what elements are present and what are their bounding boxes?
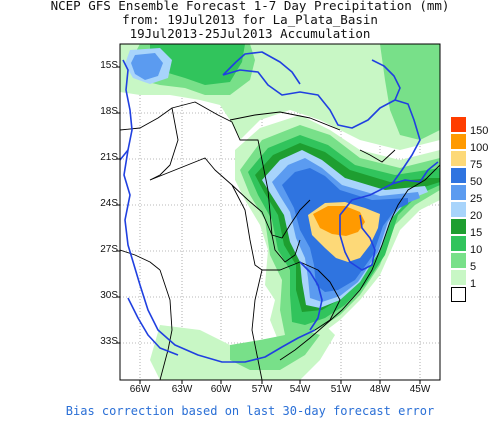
legend-label-150: 150 [470,125,489,137]
legend-swatch-150 [451,117,466,132]
legend-label-10: 10 [470,244,483,256]
map-title-line-2: from: 19Jul2013 for La_Plata_Basin [122,12,378,27]
lon-label-51w: 51W [330,384,352,395]
lat-label-15s: 15S [100,60,118,71]
legend-label-15: 15 [470,227,483,239]
lon-label-66w: 66W [129,384,151,395]
lat-label-33s: 33S [100,336,118,347]
map-title-line-3: 19Jul2013-25Jul2013 Accumulation [129,26,371,41]
lon-label-63w: 63W [171,384,193,395]
legend-label-50: 50 [470,176,483,188]
rain-band-10mm-north [150,44,245,85]
lon-label-45w: 45W [409,384,431,395]
legend-swatch-1 [451,270,466,285]
rain-band-100mm [313,206,365,236]
legend-swatch-25 [451,185,466,200]
lat-label-21s: 21S [100,152,118,163]
coastline [279,164,440,361]
axis-ticks [116,66,421,384]
bias-correction-note: Bias correction based on last 30-day for… [65,404,435,418]
lon-label-48w: 48W [369,384,391,395]
rain-band-25mm-northwest [131,53,163,80]
legend-swatch-10 [451,236,466,251]
country-borders [120,101,396,380]
lat-label-24s: 24S [100,198,118,209]
lon-label-57w: 57W [251,384,273,395]
legend-swatch-5 [451,253,466,268]
legend-label-25: 25 [470,193,483,205]
legend-label-100: 100 [470,142,489,154]
legend-label-20: 20 [470,210,483,222]
map-frame [119,43,441,381]
legend-label-5: 5 [470,261,477,273]
legend-swatch-20 [451,202,466,217]
legend-swatch-15 [451,219,466,234]
la-plata-basin-outline [120,51,439,363]
lat-label-18s: 18S [100,106,118,117]
legend-label-75: 75 [470,159,483,171]
map-title-line-1: NCEP GFS Ensemble Forecast 1-7 Day Preci… [50,0,450,13]
legend-swatch-100 [451,134,466,149]
legend-label-1: 1 [470,278,477,290]
legend-swatch-50 [451,168,466,183]
legend-swatch-75 [451,151,466,166]
legend-swatch-none [451,287,466,302]
lat-label-27s: 27S [100,244,118,255]
lon-label-54w: 54W [289,384,311,395]
rain-band-5mm-east [380,44,440,140]
lat-label-30s: 30S [100,290,118,301]
lon-label-60w: 60W [210,384,232,395]
